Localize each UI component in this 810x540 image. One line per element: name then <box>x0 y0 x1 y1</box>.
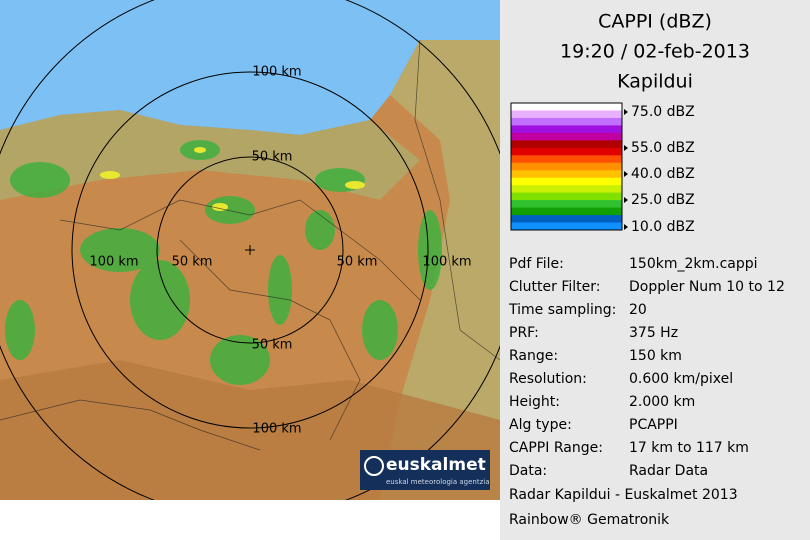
scale-tick <box>624 197 628 203</box>
range-label: 50 km <box>252 338 293 353</box>
logo-tagline: euskal meteorologia agentzia <box>386 478 490 486</box>
info-label: Clutter Filter: <box>509 279 600 295</box>
scale-frame <box>510 102 623 231</box>
radar-map <box>0 0 500 500</box>
range-label: 100 km <box>89 255 138 270</box>
info-value: 20 <box>629 302 647 318</box>
info-label: CAPPI Range: <box>509 440 603 456</box>
scale-label: 55.0 dBZ <box>631 140 695 156</box>
scale-tick <box>624 171 628 177</box>
info-value: 375 Hz <box>629 325 678 341</box>
scale-band <box>511 117 622 126</box>
scale-label: 40.0 dBZ <box>631 166 695 182</box>
scale-band <box>511 162 622 171</box>
scale-band <box>511 170 622 179</box>
range-rings <box>0 0 500 500</box>
info-value: 17 km to 117 km <box>629 440 749 456</box>
range-label: 100 km <box>252 422 301 437</box>
scale-band <box>511 185 622 194</box>
scale-band <box>511 215 622 224</box>
scale-band <box>511 140 622 149</box>
scale-label: 25.0 dBZ <box>631 192 695 208</box>
scale-band <box>511 132 622 141</box>
scale-band <box>511 125 622 134</box>
info-label: Alg type: <box>509 417 572 433</box>
logo: euskalmet euskal meteorologia agentzia <box>360 450 490 490</box>
scale-band <box>511 207 622 216</box>
footer-line: Radar Kapildui - Euskalmet 2013 <box>509 487 738 503</box>
footer-line: Rainbow® Gematronik <box>509 512 670 528</box>
panel-title: Kapildui <box>617 71 693 93</box>
info-label: Data: <box>509 463 547 479</box>
info-value: 150km_2km.cappi <box>629 256 758 272</box>
logo-name: euskalmet <box>386 455 486 475</box>
range-label: 100 km <box>422 255 471 270</box>
echoes-strong <box>100 147 365 211</box>
info-label: Resolution: <box>509 371 587 387</box>
range-label: 50 km <box>252 150 293 165</box>
range-label: 50 km <box>172 255 213 270</box>
info-label: Time sampling: <box>508 302 616 318</box>
sea <box>0 0 500 135</box>
range-label: 50 km <box>337 255 378 270</box>
panel-title: CAPPI (dBZ) <box>598 11 712 33</box>
scale-tick <box>624 145 628 151</box>
borders <box>0 39 500 451</box>
scale-label: 10.0 dBZ <box>631 219 695 235</box>
info-label: Pdf File: <box>509 256 564 272</box>
panel-title: 19:20 / 02-feb-2013 <box>560 41 750 63</box>
info-value: PCAPPI <box>629 417 678 433</box>
scale-band <box>511 147 622 156</box>
scale-band <box>511 177 622 186</box>
info-panel <box>500 0 810 540</box>
scale-tick <box>624 109 628 115</box>
info-value: 0.600 km/pixel <box>629 371 733 387</box>
scale-label: 75.0 dBZ <box>631 104 695 120</box>
logo-icon <box>364 456 384 476</box>
info-label: Range: <box>509 348 558 364</box>
info-label: Height: <box>509 394 560 410</box>
info-value: Radar Data <box>629 463 708 479</box>
scale-band <box>511 192 622 201</box>
range-label: 100 km <box>252 65 301 80</box>
map-margin <box>0 500 500 540</box>
info-label: PRF: <box>509 325 539 341</box>
scale-band <box>511 155 622 164</box>
scale-band <box>511 110 622 119</box>
info-value: 150 km <box>629 348 682 364</box>
scale-band <box>511 103 622 111</box>
info-value: 2.000 km <box>629 394 695 410</box>
info-value: Doppler Num 10 to 12 <box>629 279 785 295</box>
scale-band <box>511 200 622 209</box>
scale-tick <box>624 224 628 230</box>
scale-band <box>511 222 622 231</box>
